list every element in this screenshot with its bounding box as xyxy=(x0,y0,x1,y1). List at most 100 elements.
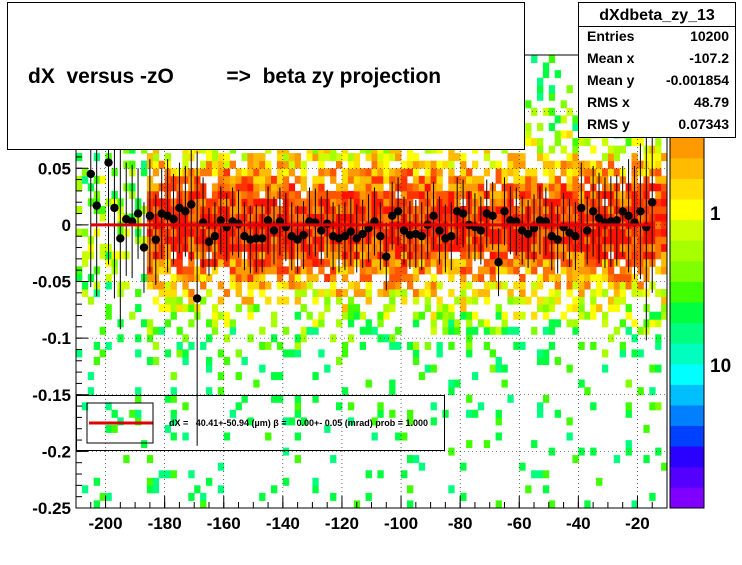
heatmap-cell xyxy=(265,296,272,305)
heatmap-cell xyxy=(566,289,573,297)
heatmap-cell xyxy=(259,326,266,335)
heatmap-cell xyxy=(655,319,662,328)
heatmap-cell xyxy=(584,266,591,275)
heatmap-cell xyxy=(389,379,396,388)
heatmap-cell xyxy=(377,289,384,297)
heatmap-cell xyxy=(590,145,597,154)
heatmap-cell xyxy=(111,409,118,418)
heatmap-cell xyxy=(76,228,83,237)
y-tick-label: -0.1 xyxy=(42,329,71,348)
heatmap-cell xyxy=(531,175,538,184)
heatmap-cell xyxy=(655,183,662,192)
heatmap-cell xyxy=(176,258,183,267)
heatmap-cell xyxy=(525,130,532,139)
heatmap-cell xyxy=(200,273,207,282)
heatmap-cell xyxy=(111,424,118,433)
heatmap-cell xyxy=(170,296,177,305)
heatmap-cell xyxy=(294,402,301,411)
stats-value: 48.79 xyxy=(693,94,729,110)
profile-point xyxy=(636,207,645,216)
heatmap-cell xyxy=(489,326,496,335)
heatmap-cell xyxy=(418,372,426,381)
heatmap-cell xyxy=(330,492,337,501)
heatmap-cell xyxy=(365,289,372,297)
heatmap-cell xyxy=(430,175,437,184)
heatmap-cell xyxy=(655,168,662,177)
profile-point xyxy=(293,235,302,244)
profile-point xyxy=(145,211,155,221)
heatmap-cell xyxy=(655,145,662,154)
heatmap-cell xyxy=(365,379,372,388)
heatmap-cell xyxy=(294,281,301,290)
heatmap-cell xyxy=(631,319,638,328)
profile-series xyxy=(86,60,657,446)
heatmap-cell xyxy=(554,160,561,169)
heatmap-cell xyxy=(211,326,219,335)
heatmap-cell xyxy=(93,477,100,486)
heatmap-cell xyxy=(483,440,491,449)
heatmap-cell xyxy=(253,281,260,290)
heatmap-cell xyxy=(217,251,225,260)
heatmap-cell xyxy=(324,289,331,297)
profile-point xyxy=(583,226,592,235)
heatmap-cell xyxy=(519,190,526,199)
profile-point xyxy=(110,203,119,213)
heatmap-cell xyxy=(566,190,573,199)
heatmap-cell xyxy=(93,500,100,509)
heatmap-cell xyxy=(377,311,384,320)
heatmap-cell xyxy=(170,273,177,282)
heatmap-cell xyxy=(306,258,313,267)
heatmap-cell xyxy=(531,168,538,177)
heatmap-cell xyxy=(572,168,579,177)
heatmap-cell xyxy=(525,183,532,192)
heatmap-cell xyxy=(146,273,154,282)
heatmap-cell xyxy=(448,175,455,184)
heatmap-cell xyxy=(395,341,402,350)
heatmap-cell xyxy=(655,266,662,275)
heatmap-cell xyxy=(631,138,638,147)
heatmap-cell xyxy=(99,326,106,335)
heatmap-cell xyxy=(477,289,485,297)
profile-point xyxy=(624,211,633,221)
heatmap-cell xyxy=(572,190,579,199)
heatmap-cell xyxy=(247,296,254,305)
x-tick-label: -200 xyxy=(89,514,123,533)
heatmap-cell xyxy=(607,304,615,313)
heatmap-cell xyxy=(377,402,384,411)
heatmap-cell xyxy=(566,153,573,162)
heatmap-cell xyxy=(294,432,301,441)
heatmap-cell xyxy=(259,160,266,169)
heatmap-cell xyxy=(377,183,384,192)
stats-value: -107.2 xyxy=(689,50,729,66)
heatmap-cell xyxy=(347,296,355,305)
heatmap-cell xyxy=(424,364,431,373)
heatmap-cell xyxy=(152,357,160,365)
heatmap-cell xyxy=(336,357,343,365)
heatmap-cell xyxy=(247,273,254,282)
heatmap-cell xyxy=(560,100,567,109)
heatmap-cell xyxy=(448,326,455,335)
heatmap-cell xyxy=(282,296,290,305)
heatmap-cell xyxy=(578,379,585,388)
heatmap-cell xyxy=(182,304,189,313)
heatmap-cell xyxy=(507,168,514,177)
heatmap-cell xyxy=(548,183,556,192)
heatmap-cell xyxy=(661,190,668,199)
heatmap-cell xyxy=(537,153,544,162)
heatmap-cell xyxy=(117,417,124,426)
heatmap-cell xyxy=(537,92,544,101)
heatmap-cell xyxy=(513,296,520,305)
heatmap-cell xyxy=(513,153,520,162)
heatmap-cell xyxy=(347,319,355,328)
heatmap-cell xyxy=(548,304,556,313)
heatmap-cell xyxy=(661,289,668,297)
heatmap-cell xyxy=(418,175,426,184)
heatmap-cell xyxy=(548,145,556,154)
heatmap-cell xyxy=(495,190,502,199)
heatmap-cell xyxy=(146,334,154,343)
heatmap-cell xyxy=(548,319,556,328)
heatmap-cell xyxy=(271,485,278,494)
heatmap-cell xyxy=(312,477,319,486)
heatmap-cell xyxy=(259,168,266,177)
heatmap-cell xyxy=(424,289,431,297)
